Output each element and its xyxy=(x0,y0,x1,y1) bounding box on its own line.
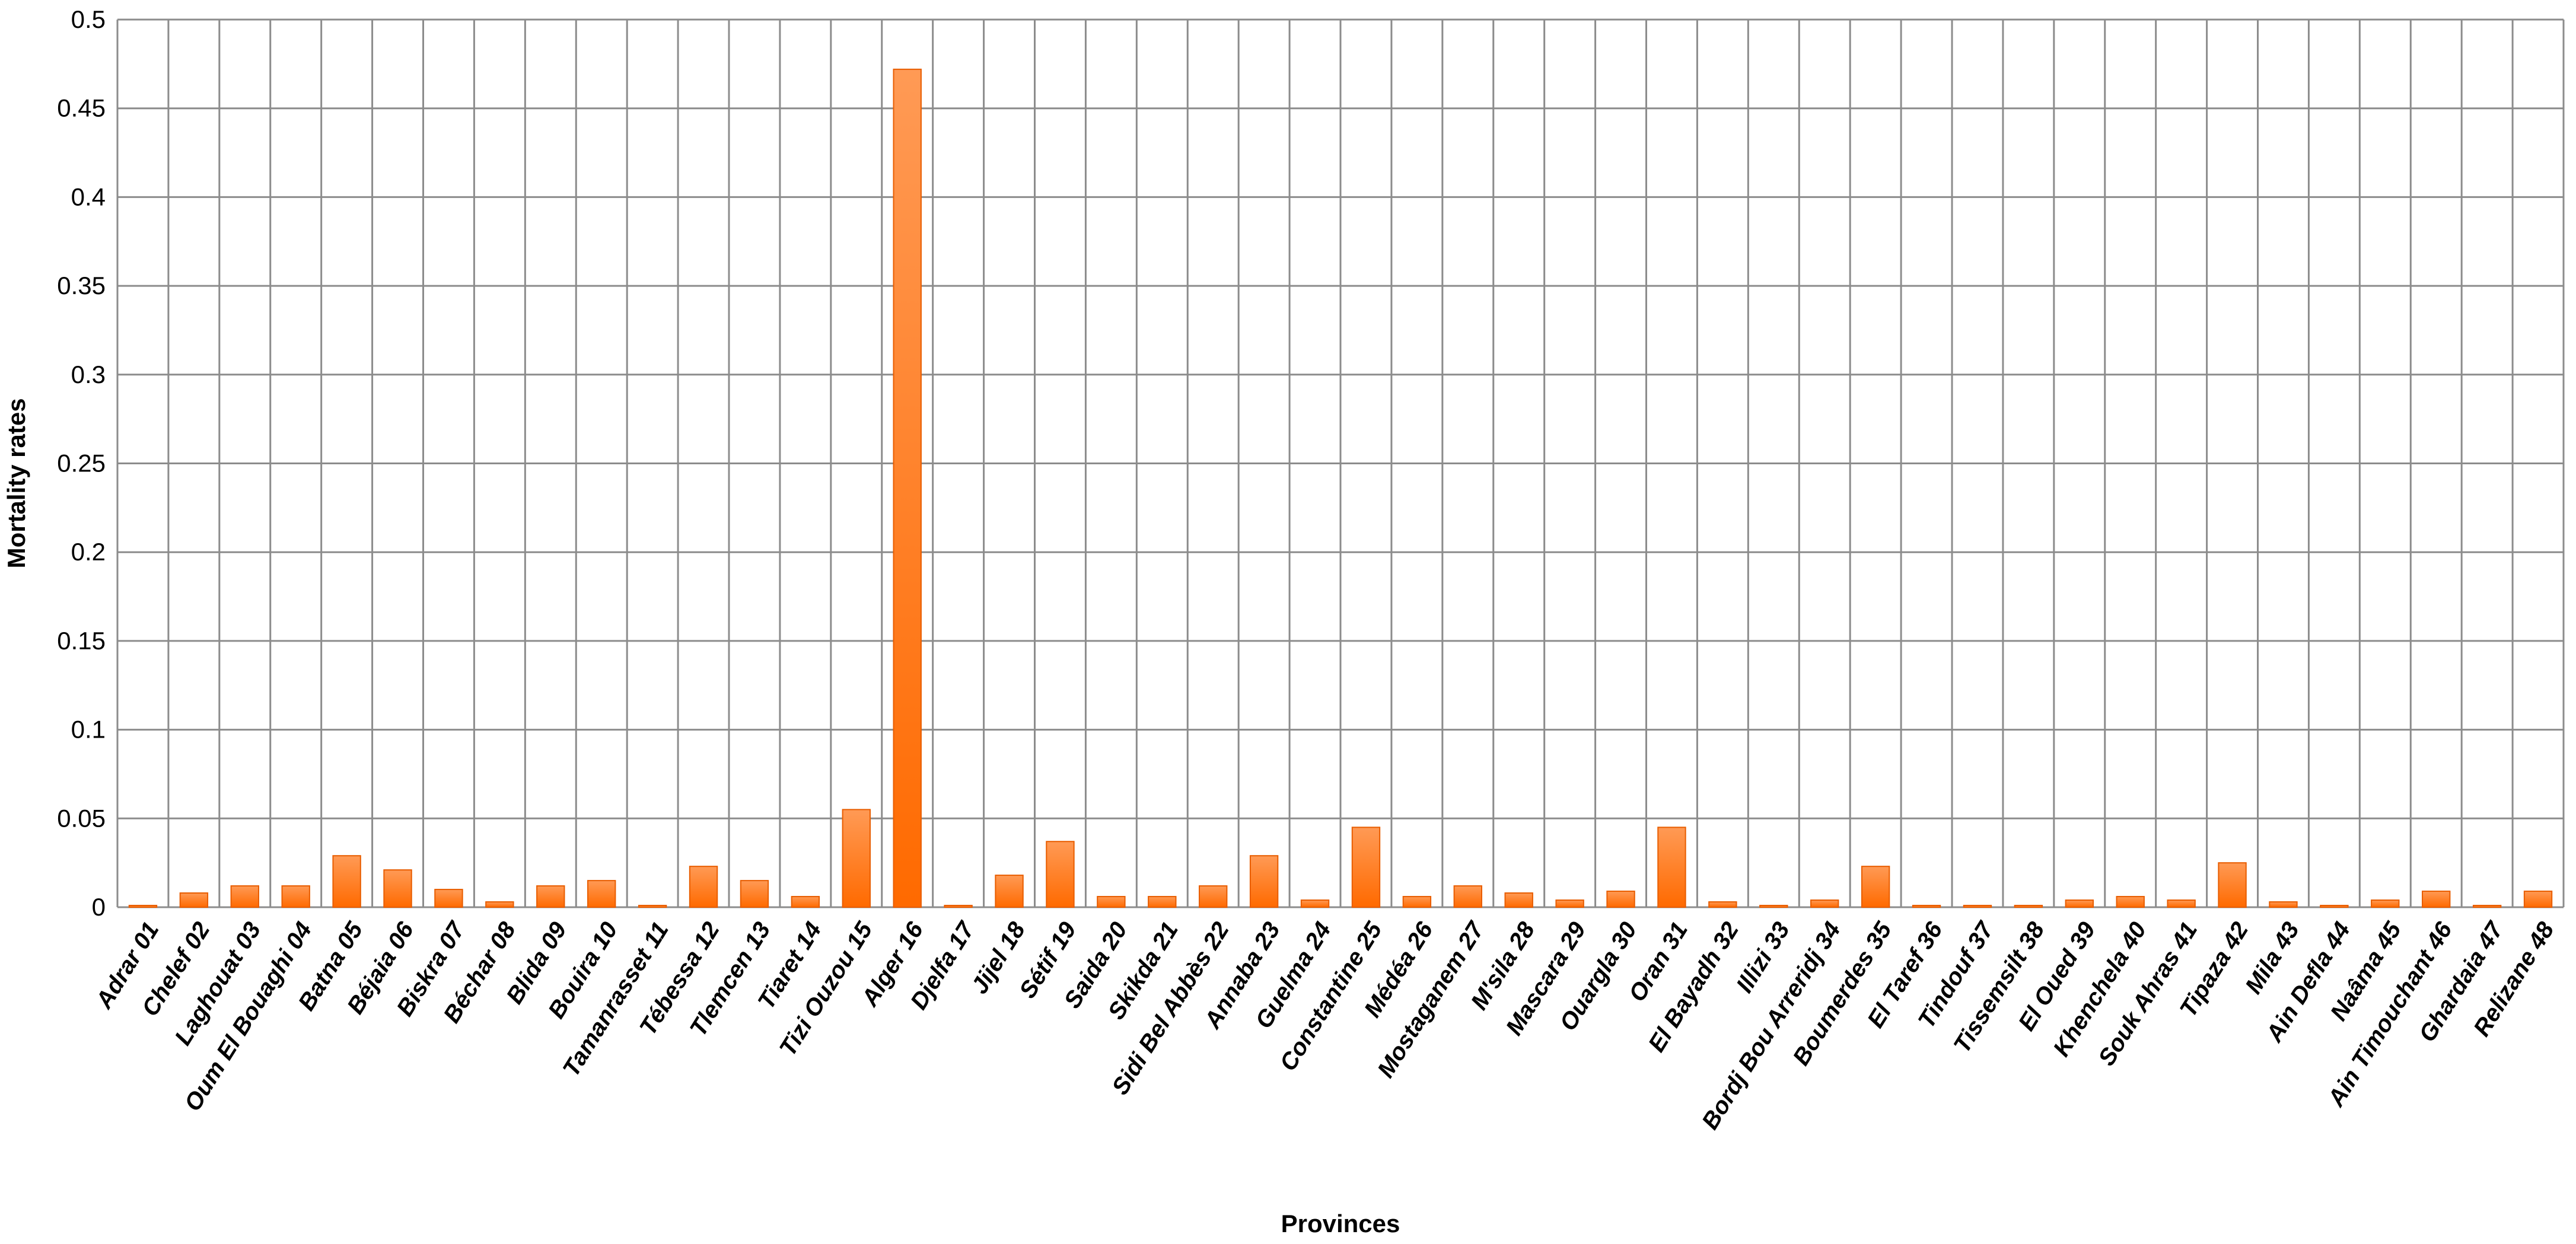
bar xyxy=(893,68,922,908)
y-tick-label: 0 xyxy=(92,893,106,921)
bar xyxy=(1759,905,1788,908)
bar xyxy=(1453,885,1482,908)
bar xyxy=(842,809,871,908)
bar xyxy=(2371,899,2400,908)
y-tick-label: 0.4 xyxy=(71,183,106,210)
bar xyxy=(1504,892,1533,908)
y-tick-label: 0.35 xyxy=(57,272,106,299)
bar xyxy=(128,905,158,908)
bar xyxy=(2014,905,2043,908)
bar xyxy=(689,866,718,908)
y-tick-label: 0.15 xyxy=(57,627,106,655)
y-tick-label: 0.1 xyxy=(71,716,106,744)
bar xyxy=(1097,896,1126,908)
bar xyxy=(1963,905,1992,908)
bar xyxy=(2167,899,2196,908)
bar xyxy=(1861,866,1890,908)
bar xyxy=(1810,899,1839,908)
bar xyxy=(1555,899,1584,908)
bar xyxy=(1657,827,1686,908)
bar xyxy=(1148,896,1177,908)
gridlines xyxy=(116,18,2565,908)
bar xyxy=(1402,896,1432,908)
bars xyxy=(128,68,2553,908)
y-tick-labels: 0 0.05 0.1 0.15 0.2 0.25 0.3 0.35 0.4 0.45 0.5 xyxy=(57,5,106,921)
bar xyxy=(281,885,310,908)
bar xyxy=(332,855,361,908)
bar xyxy=(179,892,209,908)
bar xyxy=(995,875,1024,908)
bar xyxy=(1708,901,1737,908)
y-tick-label: 0.2 xyxy=(71,538,106,566)
bar xyxy=(2472,905,2502,908)
bar xyxy=(2269,901,2298,908)
bar xyxy=(1199,885,1228,908)
bar xyxy=(1249,855,1279,908)
bar xyxy=(2422,891,2451,908)
y-tick-label: 0.3 xyxy=(71,361,106,388)
y-axis-title: Mortality rates xyxy=(2,398,30,568)
bar xyxy=(1046,841,1075,908)
bar xyxy=(587,880,616,908)
bar xyxy=(383,869,412,908)
bar xyxy=(740,880,769,908)
bar xyxy=(1351,827,1381,908)
bar xyxy=(2116,896,2145,908)
bar xyxy=(434,889,463,908)
y-tick-label: 0.05 xyxy=(57,804,106,832)
y-tick-label: 0.45 xyxy=(57,94,106,122)
bar xyxy=(2320,905,2349,908)
bar xyxy=(791,896,820,908)
y-tick-label: 0.5 xyxy=(71,5,106,33)
bar xyxy=(536,885,565,908)
bar xyxy=(2523,891,2553,908)
bar xyxy=(230,885,259,908)
bar xyxy=(638,905,667,908)
bar xyxy=(1912,905,1941,908)
bar xyxy=(2065,899,2094,908)
bar xyxy=(485,901,514,908)
y-tick-label: 0.25 xyxy=(57,449,106,477)
bar xyxy=(944,905,973,908)
bar xyxy=(1606,891,1635,908)
x-axis-title: Provinces xyxy=(1281,1210,1400,1237)
bar xyxy=(1300,899,1330,908)
bar xyxy=(2218,862,2247,908)
